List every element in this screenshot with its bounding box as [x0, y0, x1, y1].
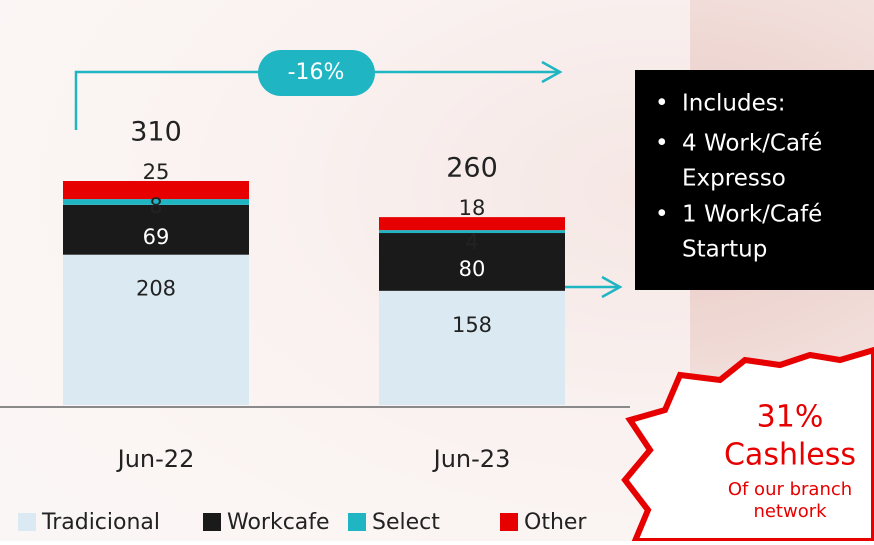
x-tick-label: Jun-23: [432, 445, 511, 473]
data-label: 25: [143, 160, 170, 184]
data-label: 158: [452, 313, 492, 337]
badge-subtitle: network: [753, 501, 827, 522]
badge-value: 31%: [757, 400, 824, 435]
bar-segment: [63, 254, 249, 405]
badge: [621, 346, 874, 544]
callout-item: 4 Work/Café: [682, 131, 822, 157]
data-label: 18: [459, 196, 486, 220]
callout-bullet: •: [655, 131, 669, 157]
callout-box: [635, 70, 874, 290]
data-label: 80: [459, 257, 486, 281]
legend-swatch: [348, 513, 366, 531]
legend-label: Workcafe: [227, 510, 330, 535]
bar-segment: [379, 233, 565, 291]
legend-label: Other: [524, 510, 587, 535]
bar-segment: [63, 204, 249, 255]
callout-bullet: •: [655, 91, 669, 117]
callout-item: Startup: [682, 237, 767, 263]
change-pill: [258, 50, 375, 96]
callout-bullet: •: [655, 202, 669, 228]
data-label: 4: [465, 230, 478, 254]
bar-segment: [63, 199, 249, 205]
bar-segment: [379, 217, 565, 231]
callout-item: 1 Work/Café: [682, 202, 822, 228]
badge-title: Cashless: [724, 438, 856, 473]
callout-item: Includes:: [682, 91, 785, 117]
change-arrow: [74, 70, 560, 130]
data-label: 208: [136, 277, 176, 301]
data-label: 8: [149, 194, 162, 218]
bar-segment: [379, 290, 565, 405]
badge-subtitle: Of our branch: [728, 479, 852, 500]
total-label: 310: [130, 117, 182, 148]
bar-segment: [379, 230, 565, 234]
legend-label: Select: [372, 510, 440, 535]
arrow-head: [601, 275, 623, 299]
x-tick-label: Jun-22: [116, 445, 195, 473]
legend-swatch: [500, 513, 518, 531]
bar-segment: [63, 181, 249, 200]
arrow-head: [541, 60, 563, 84]
legend-swatch: [18, 513, 36, 531]
legend-label: Tradicional: [41, 510, 160, 535]
change-label: -16%: [288, 60, 345, 85]
callout-item: Expresso: [682, 166, 786, 192]
total-label: 260: [446, 153, 498, 184]
data-label: 69: [143, 225, 170, 249]
legend-swatch: [203, 513, 221, 531]
